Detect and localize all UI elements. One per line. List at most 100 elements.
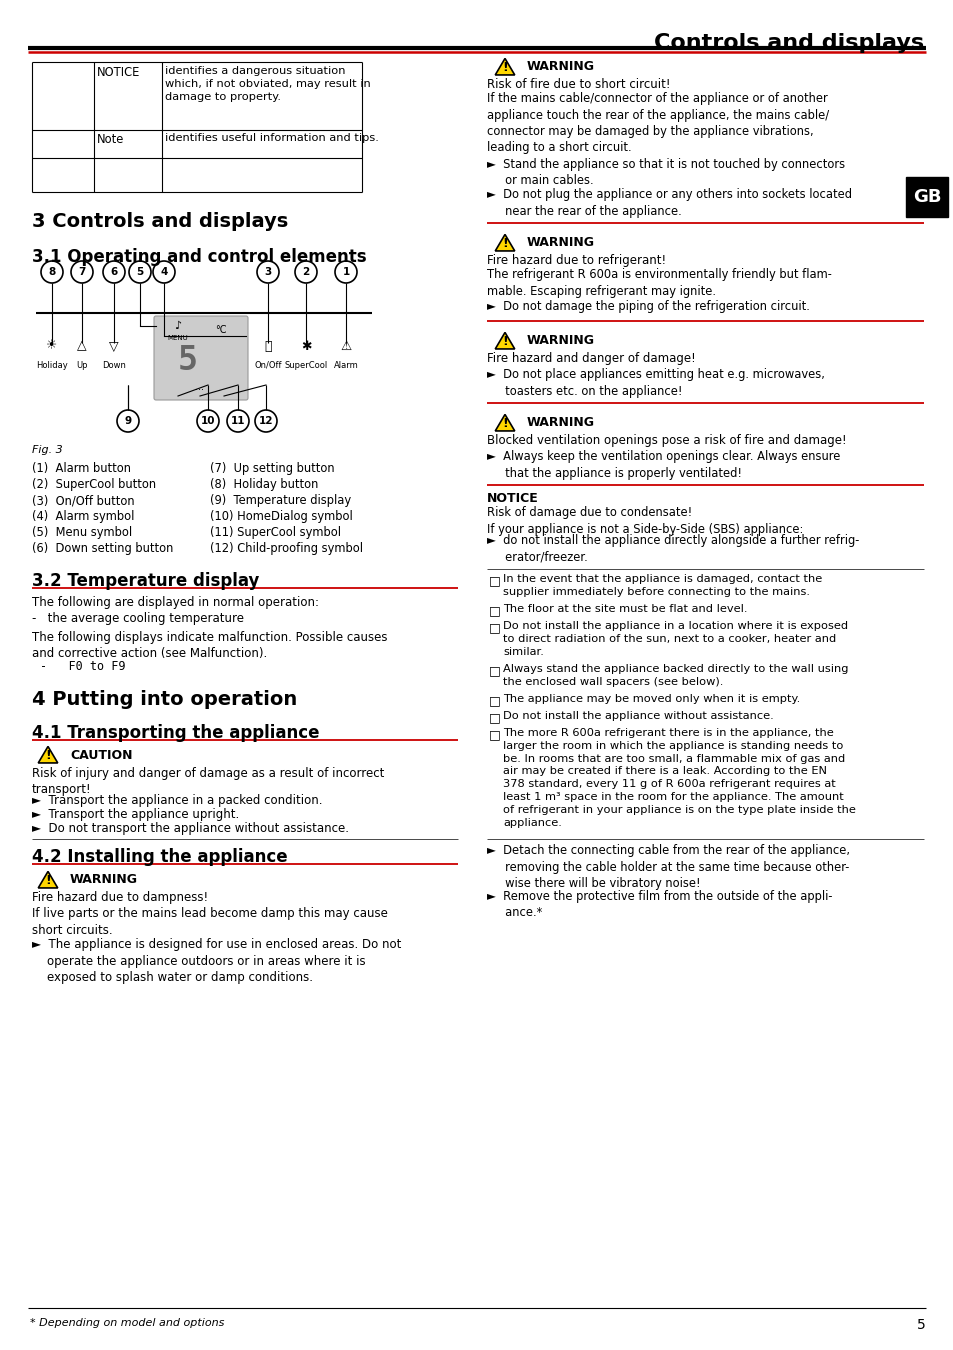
Text: Fire hazard and danger of damage!: Fire hazard and danger of damage! [486, 352, 695, 365]
Text: Up: Up [76, 360, 88, 370]
Text: 11: 11 [231, 416, 245, 427]
Text: °C: °C [215, 325, 227, 335]
Text: ►  Remove the protective film from the outside of the appli-
     ance.*: ► Remove the protective film from the ou… [486, 890, 832, 919]
Text: WARNING: WARNING [526, 59, 595, 73]
Text: The appliance may be moved only when it is empty.: The appliance may be moved only when it … [502, 694, 800, 703]
Text: □: □ [489, 728, 500, 741]
Text: The following are displayed in normal operation:: The following are displayed in normal op… [32, 595, 318, 609]
Text: Alarm: Alarm [334, 360, 358, 370]
Text: !: ! [501, 417, 507, 431]
Text: identifies useful information and tips.: identifies useful information and tips. [165, 134, 378, 143]
Text: Holiday: Holiday [36, 360, 68, 370]
Text: 4.2 Installing the appliance: 4.2 Installing the appliance [32, 848, 287, 865]
Text: The more R 600a refrigerant there is in the appliance, the
larger the room in wh: The more R 600a refrigerant there is in … [502, 728, 855, 828]
Text: !: ! [501, 238, 507, 250]
Text: WARNING: WARNING [70, 873, 138, 886]
Text: ►  The appliance is designed for use in enclosed areas. Do not
    operate the a: ► The appliance is designed for use in e… [32, 938, 401, 984]
Text: WARNING: WARNING [526, 416, 595, 429]
Text: (5)  Menu symbol: (5) Menu symbol [32, 526, 132, 539]
Text: Blocked ventilation openings pose a risk of fire and damage!: Blocked ventilation openings pose a risk… [486, 433, 845, 447]
Text: (2)  SuperCool button: (2) SuperCool button [32, 478, 156, 491]
Text: 1: 1 [342, 267, 349, 277]
Text: (7)  Up setting button: (7) Up setting button [210, 462, 335, 475]
Text: □: □ [489, 603, 500, 617]
Text: 3 Controls and displays: 3 Controls and displays [32, 212, 288, 231]
Text: ►  Do not place appliances emitting heat e.g. microwaves,
     toasters etc. on : ► Do not place appliances emitting heat … [486, 369, 824, 397]
Text: WARNING: WARNING [526, 236, 595, 248]
Text: (4)  Alarm symbol: (4) Alarm symbol [32, 510, 134, 522]
Text: 10: 10 [200, 416, 215, 427]
Text: Risk of fire due to short circuit!: Risk of fire due to short circuit! [486, 78, 670, 90]
Text: 5: 5 [916, 1318, 925, 1332]
Text: ♪: ♪ [174, 321, 181, 331]
Text: !: ! [45, 873, 51, 887]
Text: ►  do not install the appliance directly alongside a further refrig-
     erator: ► do not install the appliance directly … [486, 535, 859, 563]
Text: ►  Do not damage the piping of the refrigeration circuit.: ► Do not damage the piping of the refrig… [486, 300, 809, 313]
Text: In the event that the appliance is damaged, contact the
supplier immediately bef: In the event that the appliance is damag… [502, 574, 821, 597]
Text: Fire hazard due to dampness!
If live parts or the mains lead become damp this ma: Fire hazard due to dampness! If live par… [32, 891, 388, 937]
Text: □: □ [489, 574, 500, 587]
Text: □: □ [489, 664, 500, 676]
Text: MENU: MENU [168, 335, 188, 342]
Text: Controls and displays: Controls and displays [653, 32, 923, 53]
Text: Always stand the appliance backed directly to the wall using
the enclosed wall s: Always stand the appliance backed direct… [502, 664, 847, 687]
Text: 4.1 Transporting the appliance: 4.1 Transporting the appliance [32, 724, 319, 742]
Text: (3)  On/Off button: (3) On/Off button [32, 494, 134, 508]
Text: NOTICE: NOTICE [486, 491, 538, 505]
Text: 9: 9 [124, 416, 132, 427]
Text: 3.1 Operating and control elements: 3.1 Operating and control elements [32, 248, 366, 266]
Text: CAUTION: CAUTION [70, 749, 132, 761]
Text: SuperCool: SuperCool [284, 360, 327, 370]
Text: ►  Do not plug the appliance or any others into sockets located
     near the re: ► Do not plug the appliance or any other… [486, 188, 851, 217]
Text: ⚠: ⚠ [340, 339, 352, 352]
Text: If the mains cable/connector of the appliance or of another
appliance touch the : If the mains cable/connector of the appl… [486, 92, 828, 154]
Text: 3.2 Temperature display: 3.2 Temperature display [32, 572, 259, 590]
Text: ⏻: ⏻ [264, 339, 272, 352]
Text: Fire hazard due to refrigerant!: Fire hazard due to refrigerant! [486, 254, 665, 267]
Text: 5: 5 [136, 267, 144, 277]
Text: -   F0 to F9: - F0 to F9 [40, 660, 126, 674]
Text: 6: 6 [111, 267, 117, 277]
Text: ✱: ✱ [300, 339, 311, 352]
Text: □: □ [489, 711, 500, 724]
Text: ▽: ▽ [109, 339, 119, 352]
Text: Down: Down [102, 360, 126, 370]
Text: (6)  Down setting button: (6) Down setting button [32, 541, 173, 555]
Text: WARNING: WARNING [526, 333, 595, 347]
Text: NOTICE: NOTICE [97, 66, 140, 80]
Text: ►  Always keep the ventilation openings clear. Always ensure
     that the appli: ► Always keep the ventilation openings c… [486, 450, 840, 479]
Text: △: △ [77, 339, 87, 352]
Polygon shape [495, 332, 515, 348]
Text: (12) Child-proofing symbol: (12) Child-proofing symbol [210, 541, 363, 555]
Text: ☀: ☀ [47, 339, 57, 352]
Text: Risk of injury and danger of damage as a result of incorrect
transport!: Risk of injury and danger of damage as a… [32, 767, 384, 796]
Text: GB: GB [912, 188, 941, 207]
Polygon shape [38, 872, 58, 888]
Text: Risk of damage due to condensate!
If your appliance is not a Side-by-Side (SBS) : Risk of damage due to condensate! If you… [486, 506, 802, 536]
Text: Note: Note [97, 134, 124, 146]
Text: □: □ [489, 621, 500, 634]
Text: ►  Transport the appliance upright.: ► Transport the appliance upright. [32, 809, 239, 821]
Text: 7: 7 [78, 267, 86, 277]
Text: identifies a dangerous situation
which, if not obviated, may result in
damage to: identifies a dangerous situation which, … [165, 66, 371, 101]
FancyBboxPatch shape [153, 316, 248, 400]
Polygon shape [495, 235, 515, 251]
Text: On/Off: On/Off [254, 360, 281, 370]
Text: !: ! [501, 61, 507, 74]
Text: □: □ [489, 694, 500, 707]
Text: (8)  Holiday button: (8) Holiday button [210, 478, 318, 491]
Polygon shape [495, 414, 515, 431]
Text: ►  Do not transport the appliance without assistance.: ► Do not transport the appliance without… [32, 822, 349, 836]
Text: ►  Detach the connecting cable from the rear of the appliance,
     removing the: ► Detach the connecting cable from the r… [486, 844, 849, 890]
Text: (9)  Temperature display: (9) Temperature display [210, 494, 351, 508]
Polygon shape [38, 747, 58, 763]
Text: 5: 5 [178, 343, 198, 377]
Text: 2: 2 [302, 267, 310, 277]
Text: ►  Stand the appliance so that it is not touched by connectors
     or main cabl: ► Stand the appliance so that it is not … [486, 158, 844, 188]
FancyBboxPatch shape [905, 177, 947, 217]
Text: (10) HomeDialog symbol: (10) HomeDialog symbol [210, 510, 353, 522]
Text: -   the average cooling temperature: - the average cooling temperature [32, 612, 244, 625]
Text: !: ! [501, 335, 507, 348]
Text: ►  Transport the appliance in a packed condition.: ► Transport the appliance in a packed co… [32, 794, 322, 807]
Text: 8: 8 [49, 267, 55, 277]
